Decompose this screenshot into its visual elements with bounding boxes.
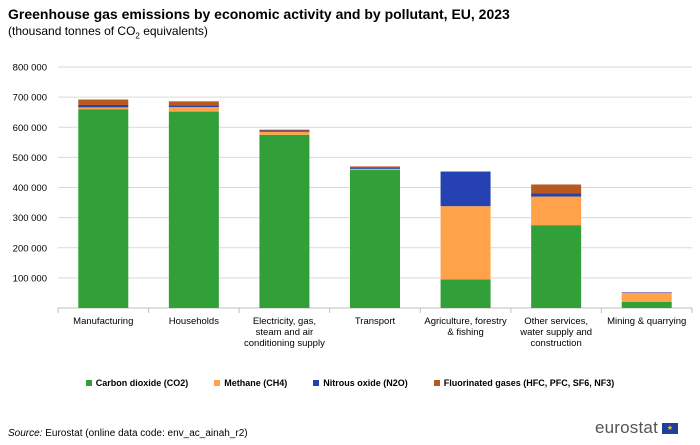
legend-swatch — [313, 380, 320, 386]
bar-segment — [621, 301, 672, 308]
bar-segment — [350, 166, 400, 168]
bar-segment — [440, 206, 491, 280]
x-tick-label: Households — [169, 316, 219, 327]
legend-item: Nitrous oxide (N2O) — [313, 378, 408, 388]
x-tick-label: & fishing — [447, 327, 483, 338]
source-label: Source: — [8, 428, 43, 439]
subtitle-post: equivalents) — [139, 24, 208, 38]
bar-segment — [259, 130, 310, 132]
x-tick-label: conditioning supply — [244, 338, 325, 349]
bar-segment — [531, 184, 582, 194]
legend-label: Methane (CH4) — [224, 378, 288, 388]
bar-segment — [531, 193, 582, 197]
bar-segment — [168, 101, 219, 106]
legend-label: Carbon dioxide (CO2) — [95, 378, 189, 388]
bar-segment — [78, 107, 129, 110]
bar-segment — [78, 99, 129, 105]
y-tick-label: 100 000 — [13, 273, 47, 284]
legend-item: Fluorinated gases (HFC, PFC, SF6, NF3) — [433, 378, 615, 388]
bar-segment — [350, 167, 400, 169]
y-tick-label: 600 000 — [13, 123, 47, 134]
legend-item: Carbon dioxide (CO2) — [85, 378, 189, 388]
bar-segment — [168, 105, 219, 108]
bar-segment — [259, 134, 310, 308]
y-tick-label: 800 000 — [13, 63, 47, 74]
bar-segment — [440, 279, 491, 308]
bar-segment — [168, 111, 219, 309]
legend-label: Nitrous oxide (N2O) — [323, 378, 408, 388]
subtitle-subscript: 2 — [135, 31, 140, 41]
x-tick-label: water supply and — [519, 327, 592, 338]
y-tick-label: 700 000 — [13, 93, 47, 104]
legend-swatch — [85, 380, 92, 386]
chart-title: Greenhouse gas emissions by economic act… — [8, 6, 510, 22]
y-tick-label: 500 000 — [13, 153, 47, 164]
bar-segment — [78, 109, 129, 308]
bar-segment — [350, 170, 400, 308]
chart-legend: Carbon dioxide (CO2) Methane (CH4) Nitrous… — [0, 378, 700, 388]
bar-segment — [259, 131, 310, 135]
bar-segment — [168, 107, 219, 112]
x-tick-label: Other services, — [524, 316, 588, 327]
y-tick-label: 200 000 — [13, 243, 47, 254]
bar-segment — [531, 225, 582, 308]
x-tick-label: Agriculture, forestry — [424, 316, 507, 327]
eurostat-wordmark: eurostat — [594, 418, 658, 437]
legend-item: Methane (CH4) — [214, 378, 287, 388]
subtitle-pre: (thousand tonnes of CO — [8, 24, 136, 38]
legend-swatch — [214, 380, 221, 386]
x-tick-label: Manufacturing — [73, 316, 133, 327]
y-tick-label: 400 000 — [13, 183, 47, 194]
x-tick-label: construction — [531, 338, 582, 349]
eu-flag-icon: ★ — [662, 422, 678, 434]
x-tick-label: Transport — [355, 316, 396, 327]
x-tick-label: Mining & quarrying — [607, 316, 686, 327]
chart-subtitle: (thousand tonnes of CO2 equivalents) — [8, 24, 208, 40]
bar-segment — [531, 196, 582, 226]
chart-area: 100 000 200 000 300 000 400 000 500 000 600 0… — [13, 63, 693, 349]
legend-swatch — [433, 380, 440, 386]
bar-segment — [440, 171, 491, 207]
bar-segment — [350, 168, 400, 171]
bar-segment — [621, 292, 672, 302]
x-tick-label: steam and air — [256, 327, 314, 338]
y-tick-label: 300 000 — [13, 213, 47, 224]
eurostat-logo: eurostat ★ — [595, 418, 678, 438]
bar-segment — [78, 104, 129, 108]
x-tick-label: Electricity, gas, — [253, 316, 316, 327]
legend-label: Fluorinated gases (HFC, PFC, SF6, NF3) — [443, 378, 615, 388]
source-note: Source: Eurostat (online data code: env_… — [8, 428, 248, 439]
bar-segment — [259, 129, 310, 131]
source-text: Eurostat (online data code: env_ac_ainah… — [42, 428, 248, 439]
